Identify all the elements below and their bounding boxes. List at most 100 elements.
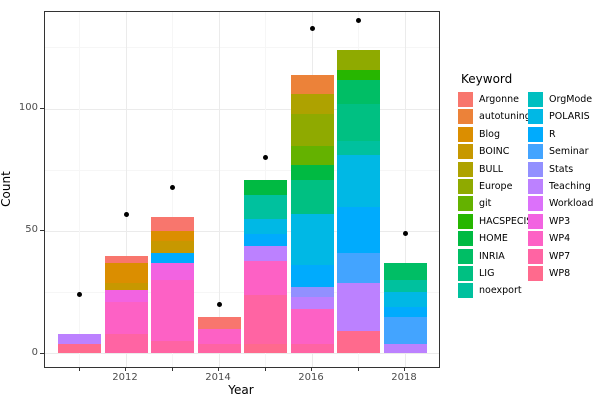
legend-item-Argonne: Argonne	[458, 92, 528, 108]
x-tick-mark	[218, 367, 219, 371]
legend-swatch-Teaching	[528, 179, 543, 194]
plot-panel	[44, 11, 440, 368]
legend-item-R: R	[528, 126, 598, 143]
legend-label: HACSPECIS	[479, 215, 533, 227]
x-tick-label: 2014	[205, 372, 231, 383]
bar-segment-HOME	[290, 165, 334, 180]
legend-swatch-BULL	[458, 161, 473, 177]
bar-segment-Europe	[290, 113, 334, 146]
x-tick-mark	[78, 367, 80, 371]
bar-segment-BOINC	[104, 282, 148, 290]
bar-segment-POLARIS	[244, 219, 287, 234]
data-point-2012	[123, 211, 129, 217]
legend-label: Teaching	[549, 181, 591, 192]
legend-item-Workload: Workload	[528, 196, 598, 212]
y-tick-label: 100	[18, 102, 38, 113]
legend-title: Keyword	[461, 72, 513, 86]
gridline-x	[125, 12, 127, 367]
legend-item-Blog: Blog	[458, 126, 528, 143]
bar-segment-Europe	[337, 50, 380, 70]
legend-item-WP7: WP7	[528, 248, 598, 265]
legend-label: autotuning	[479, 111, 531, 123]
bar-segment-WP8	[244, 343, 287, 354]
gridline-x	[218, 12, 220, 367]
bar-segment-LIG	[290, 179, 334, 215]
bar-segment-Blog	[104, 263, 148, 283]
bar-segment-Teaching	[383, 343, 427, 354]
legend-item-noexport: noexport	[458, 283, 528, 299]
bar-segment-WP8	[337, 331, 380, 354]
bar-segment-Seminar	[337, 253, 380, 283]
bar-segment-WP8	[58, 343, 101, 354]
data-point-2011	[77, 292, 82, 298]
legend-item-autotuning: autotuning	[458, 109, 531, 125]
gridline-y-minor	[45, 47, 439, 49]
legend-label: R	[549, 128, 556, 140]
bar-segment-noexport	[383, 280, 427, 293]
bar-segment-HACSPECIS	[337, 69, 380, 80]
bar-segment-Teaching	[58, 333, 101, 344]
bar-segment-WP7	[244, 294, 287, 344]
bar-segment-Teaching	[337, 282, 380, 332]
y-axis-title: Count	[0, 170, 13, 207]
bar-segment-WP7	[197, 343, 241, 354]
y-tick-mark	[40, 352, 44, 354]
legend-swatch-git	[458, 196, 473, 212]
legend-item-Europe: Europe	[458, 179, 528, 195]
bar-segment-WP4	[290, 309, 334, 344]
legend-swatch-autotuning	[458, 109, 473, 125]
bar-segment-noexport	[244, 194, 287, 219]
bar-segment-BOINC	[151, 241, 194, 254]
bar-segment-WP4	[151, 280, 194, 342]
legend-swatch-WP8	[528, 266, 543, 281]
legend-label: git	[479, 198, 492, 210]
legend-swatch-BOINC	[458, 144, 473, 160]
legend-item-Teaching: Teaching	[528, 179, 598, 195]
gridline-y-major	[45, 230, 439, 232]
legend-label: Stats	[549, 163, 574, 175]
legend-label: WP7	[549, 250, 571, 262]
bar-segment-WP3	[104, 289, 148, 303]
bar-segment-Argonne	[151, 216, 194, 232]
legend-swatch-WP3	[528, 213, 543, 229]
bar-segment-BULL	[290, 94, 334, 114]
bar-segment-Stats	[290, 287, 334, 298]
data-point-2018	[402, 231, 408, 237]
legend-item-WP4: WP4	[528, 231, 598, 247]
legend-label: WP4	[549, 233, 571, 245]
legend-swatch-HACSPECIS	[458, 213, 473, 229]
legend-item-WP8: WP8	[528, 266, 598, 282]
legend-item-LIG: LIG	[458, 266, 528, 282]
bar-segment-Seminar	[383, 316, 427, 344]
legend-swatch-Blog	[458, 126, 473, 142]
legend-label: Seminar	[549, 146, 589, 158]
legend-label: POLARIS	[549, 111, 590, 123]
bar-segment-noexport	[337, 140, 380, 156]
bar-segment-WP7	[104, 333, 148, 354]
gridline-y-major	[45, 108, 439, 110]
legend-label: BULL	[479, 163, 504, 175]
bar-segment-WP7	[290, 343, 334, 354]
gridline-y-minor	[45, 291, 439, 293]
x-tick-label: 2016	[298, 372, 324, 383]
legend-item-POLARIS: POLARIS	[528, 109, 598, 125]
legend-swatch-Argonne	[458, 92, 473, 107]
bar-segment-R	[383, 307, 427, 317]
legend-swatch-LIG	[458, 266, 473, 281]
bar-segment-Argonne	[197, 316, 241, 330]
bar-segment-R	[151, 253, 194, 264]
legend-label: noexport	[479, 285, 522, 297]
legend-label: HOME	[479, 233, 508, 245]
data-point-2013	[170, 184, 175, 190]
legend-label: WP3	[549, 215, 571, 227]
legend-label: WP8	[549, 268, 571, 279]
bar-segment-WP4	[104, 302, 148, 334]
bar-segment-git	[290, 145, 334, 166]
legend-label: OrgMode	[549, 94, 593, 105]
y-tick-mark	[40, 108, 44, 109]
legend-item-git: git	[458, 196, 528, 212]
x-tick-mark	[404, 367, 405, 371]
legend-item-HACSPECIS: HACSPECIS	[458, 213, 532, 230]
bar-segment-R	[337, 206, 380, 254]
bar-segment-autotuning	[290, 74, 334, 95]
